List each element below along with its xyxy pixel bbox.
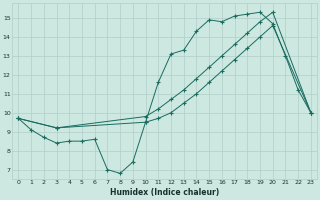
X-axis label: Humidex (Indice chaleur): Humidex (Indice chaleur) (110, 188, 219, 197)
